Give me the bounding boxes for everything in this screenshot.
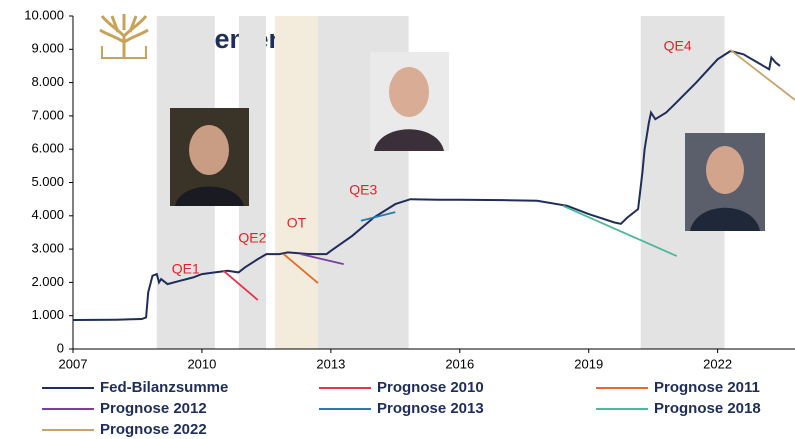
y-tick-label: 6.000 — [31, 141, 64, 156]
period-label: QE3 — [349, 182, 377, 198]
y-tick-label: 9.000 — [31, 41, 64, 56]
period-label: QE1 — [172, 261, 200, 277]
photo — [370, 52, 449, 151]
y-tick-label: 2.000 — [31, 274, 64, 289]
x-tick-label: 2010 — [187, 356, 216, 371]
legend-label: Prognose 2022 — [100, 421, 207, 438]
legend-label: Prognose 2013 — [377, 400, 484, 417]
legend-label: Prognose 2012 — [100, 400, 207, 417]
x-tick-label: 2013 — [316, 356, 345, 371]
photo — [685, 133, 765, 231]
y-tick-label: 10.000 — [24, 7, 64, 22]
x-tick-label: 2022 — [703, 356, 732, 371]
period-label: QE4 — [664, 38, 692, 54]
y-tick-label: 7.000 — [31, 107, 64, 122]
photo — [170, 108, 249, 206]
legend-label: Fed-Bilanzsumme — [100, 379, 228, 396]
x-tick-label: 2016 — [445, 356, 474, 371]
legend-label: Prognose 2018 — [654, 400, 761, 417]
legend-label: Prognose 2011 — [654, 379, 760, 396]
legend: Fed-Bilanzsumme Prognose 2010 Prognose 201… — [42, 379, 761, 438]
logo-icon — [100, 14, 148, 58]
legend-label: Prognose 2010 — [377, 379, 484, 396]
series-line — [731, 50, 795, 100]
period-band — [275, 16, 318, 349]
y-tick-label: 1.000 — [31, 307, 64, 322]
y-tick-label: 8.000 — [31, 74, 64, 89]
chart: incrementum QE1QE2OTQE3QE401.0002.0003.0… — [0, 0, 795, 439]
period-label: OT — [287, 215, 307, 231]
x-tick-label: 2019 — [574, 356, 603, 371]
y-tick-label: 4.000 — [31, 207, 64, 222]
y-tick-label: 0 — [57, 340, 64, 355]
period-label: QE2 — [238, 230, 266, 246]
x-tick-label: 2007 — [59, 356, 88, 371]
y-tick-label: 3.000 — [31, 241, 64, 256]
y-tick-label: 5.000 — [31, 174, 64, 189]
